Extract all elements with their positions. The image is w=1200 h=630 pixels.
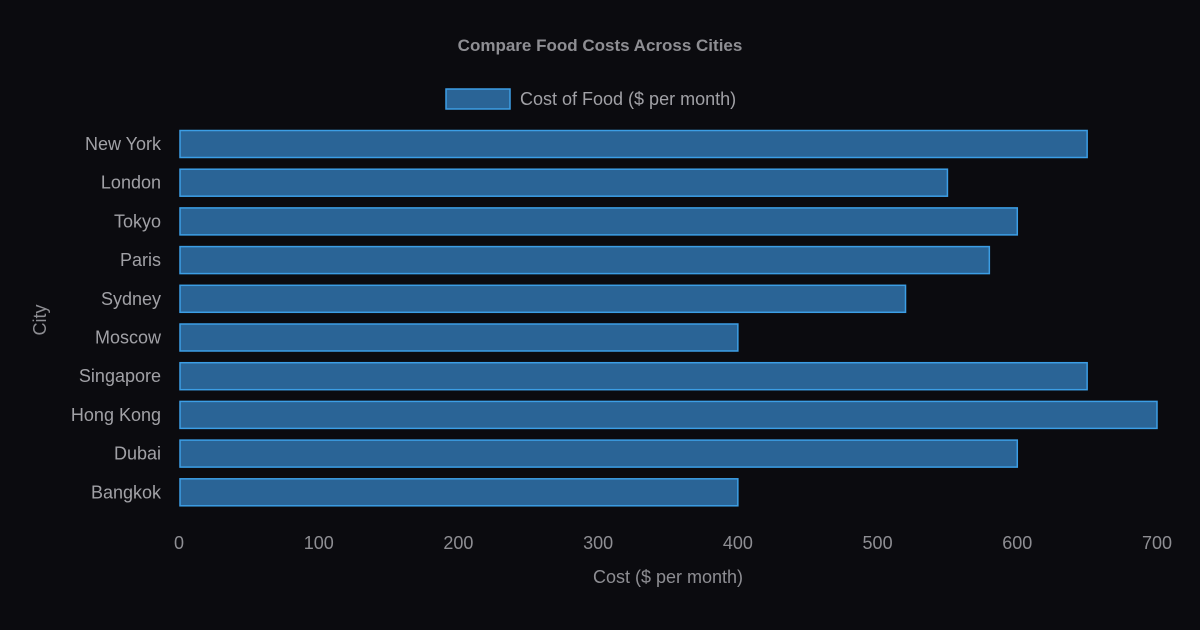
bar-bangkok (179, 478, 739, 507)
category-label-paris: Paris (120, 250, 161, 270)
chart-title: Compare Food Costs Across Cities (458, 36, 743, 55)
x-axis-ticks: 0 100 200 300 400 500 600 700 (174, 533, 1172, 553)
bar-tokyo (179, 207, 1019, 236)
category-label-bangkok: Bangkok (91, 482, 162, 502)
bar-london (179, 168, 949, 197)
bar-new-york (179, 129, 1088, 159)
x-tick-700: 700 (1142, 533, 1172, 553)
bar-hong-kong (179, 400, 1158, 430)
x-axis-title: Cost ($ per month) (593, 567, 743, 587)
bar-paris (179, 245, 991, 275)
category-labels: New York London Tokyo Paris Sydney Moscow Sing… (71, 134, 162, 502)
legend-swatch (445, 88, 511, 110)
legend-label: Cost of Food ($ per month) (520, 89, 736, 109)
x-tick-0: 0 (174, 533, 184, 553)
y-axis-title: City (30, 305, 50, 336)
category-label-dubai: Dubai (114, 444, 161, 464)
x-tick-400: 400 (723, 533, 753, 553)
category-label-new-york: New York (85, 134, 162, 154)
bar-dubai (179, 439, 1019, 468)
bar-singapore (179, 361, 1088, 391)
x-tick-600: 600 (1002, 533, 1032, 553)
category-label-singapore: Singapore (79, 366, 161, 386)
bar-moscow (179, 323, 739, 352)
x-tick-100: 100 (304, 533, 334, 553)
x-tick-200: 200 (443, 533, 473, 553)
category-label-sydney: Sydney (101, 289, 161, 309)
x-tick-500: 500 (863, 533, 893, 553)
category-label-hong-kong: Hong Kong (71, 405, 161, 425)
x-tick-300: 300 (583, 533, 613, 553)
category-label-london: London (101, 173, 161, 193)
category-label-moscow: Moscow (95, 328, 162, 348)
legend: Cost of Food ($ per month) (445, 88, 736, 110)
bars (179, 129, 1158, 507)
category-label-tokyo: Tokyo (114, 211, 161, 231)
bar-sydney (179, 284, 907, 314)
